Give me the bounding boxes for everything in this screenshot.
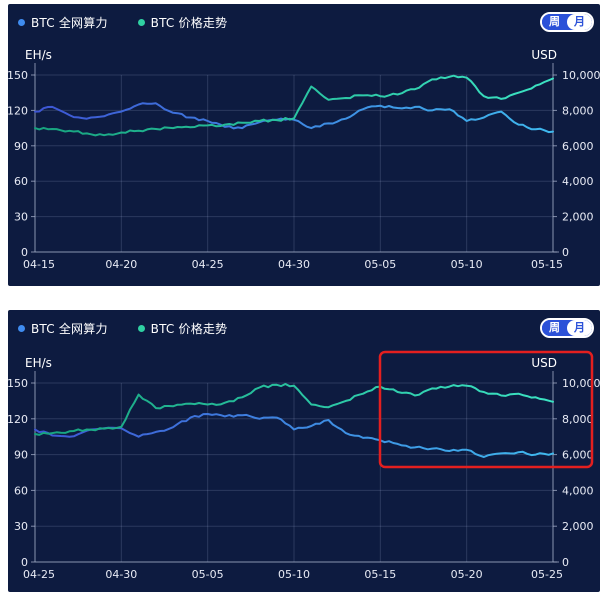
legend-dot-price-icon xyxy=(137,324,145,332)
svg-text:8,000: 8,000 xyxy=(562,104,594,117)
axis-tick-labels: 0 30 60 90 120 150 0 2,000 4,000 6,000 8,000 10,000… xyxy=(8,377,600,581)
svg-text:04-20: 04-20 xyxy=(105,258,137,271)
svg-text:8,000: 8,000 xyxy=(562,413,594,426)
svg-text:05-25: 05-25 xyxy=(531,568,563,581)
svg-text:USD: USD xyxy=(531,356,557,370)
svg-text:05-15: 05-15 xyxy=(364,568,396,581)
legend-label-hashrate: BTC 全网算力 xyxy=(31,15,108,30)
svg-text:EH/s: EH/s xyxy=(25,356,52,370)
hashrate-line xyxy=(34,413,554,458)
grid-lines xyxy=(34,74,554,253)
svg-text:150: 150 xyxy=(8,377,28,390)
svg-text:150: 150 xyxy=(8,69,28,82)
svg-text:90: 90 xyxy=(14,449,28,462)
hashrate-line xyxy=(34,102,554,134)
svg-text:10,000: 10,000 xyxy=(562,69,600,82)
legend-dot-price-icon xyxy=(137,18,145,26)
svg-text:30: 30 xyxy=(14,520,28,533)
svg-text:05-10: 05-10 xyxy=(451,258,483,271)
chart-header-bottom: BTC 全网算力 BTC 价格走势 周 月 xyxy=(8,310,600,340)
svg-text:0: 0 xyxy=(562,246,569,259)
svg-text:30: 30 xyxy=(14,211,28,224)
price-line xyxy=(34,74,554,137)
legend-item-price[interactable]: BTC 价格走势 xyxy=(137,14,228,31)
legend-item-hashrate[interactable]: BTC 全网算力 xyxy=(18,14,108,31)
svg-text:05-20: 05-20 xyxy=(451,568,483,581)
svg-text:0: 0 xyxy=(21,246,28,259)
toggle-week-button[interactable]: 周 xyxy=(542,320,567,336)
chart-card-top: BTC 全网算力 BTC 价格走势 周 月 0 30 60 90 120 150 0 2,00… xyxy=(8,4,600,286)
period-toggle-top: 周 月 xyxy=(540,12,594,32)
legend-label-price: BTC 价格走势 xyxy=(150,15,228,30)
svg-text:USD: USD xyxy=(531,48,557,62)
grid-lines xyxy=(34,382,554,563)
svg-text:2,000: 2,000 xyxy=(562,211,594,224)
legend-label-hashrate: BTC 全网算力 xyxy=(31,321,108,336)
svg-text:4,000: 4,000 xyxy=(562,175,594,188)
svg-text:60: 60 xyxy=(14,484,28,497)
svg-text:6,000: 6,000 xyxy=(562,449,594,462)
period-toggle-bottom: 周 月 xyxy=(540,318,594,338)
legend-item-hashrate[interactable]: BTC 全网算力 xyxy=(18,320,108,337)
legend-item-price[interactable]: BTC 价格走势 xyxy=(137,320,228,337)
svg-text:60: 60 xyxy=(14,175,28,188)
toggle-month-button[interactable]: 月 xyxy=(567,320,592,336)
svg-text:05-10: 05-10 xyxy=(278,568,310,581)
svg-text:120: 120 xyxy=(8,413,28,426)
svg-text:05-05: 05-05 xyxy=(364,258,396,271)
svg-text:05-15: 05-15 xyxy=(531,258,563,271)
svg-text:120: 120 xyxy=(8,104,28,117)
svg-text:2,000: 2,000 xyxy=(562,520,594,533)
svg-text:10,000: 10,000 xyxy=(562,377,600,390)
svg-text:90: 90 xyxy=(14,140,28,153)
chart-header-top: BTC 全网算力 BTC 价格走势 周 月 xyxy=(8,4,600,34)
axes xyxy=(31,63,559,253)
chart-canvas-top: 0 30 60 90 120 150 0 2,000 4,000 6,000 8,000 10,000… xyxy=(8,48,600,271)
axis-titles: EH/s USD xyxy=(25,356,557,370)
svg-text:6,000: 6,000 xyxy=(562,140,594,153)
highlight-rectangle xyxy=(378,350,594,469)
svg-text:0: 0 xyxy=(562,556,569,569)
toggle-month-button[interactable]: 月 xyxy=(567,14,592,30)
svg-text:04-15: 04-15 xyxy=(23,258,55,271)
legend-label-price: BTC 价格走势 xyxy=(150,321,228,336)
svg-text:4,000: 4,000 xyxy=(562,484,594,497)
svg-text:04-30: 04-30 xyxy=(105,568,137,581)
chart-card-bottom: BTC 全网算力 BTC 价格走势 周 月 0 30 60 90 120 150 0 2,00… xyxy=(8,310,600,592)
svg-text:05-05: 05-05 xyxy=(192,568,224,581)
axis-tick-labels: 0 30 60 90 120 150 0 2,000 4,000 6,000 8,000 10,000… xyxy=(8,69,600,271)
legend-dot-hashrate-icon xyxy=(18,324,25,332)
svg-text:EH/s: EH/s xyxy=(25,48,52,62)
axis-titles: EH/s USD xyxy=(25,48,557,62)
legend-dot-hashrate-icon xyxy=(18,18,25,26)
svg-text:04-30: 04-30 xyxy=(278,258,310,271)
svg-text:04-25: 04-25 xyxy=(23,568,55,581)
chart-canvas-bottom: 0 30 60 90 120 150 0 2,000 4,000 6,000 8,000 10,000… xyxy=(8,350,600,581)
price-line xyxy=(34,383,554,436)
toggle-week-button[interactable]: 周 xyxy=(542,14,567,30)
svg-text:04-25: 04-25 xyxy=(192,258,224,271)
svg-text:0: 0 xyxy=(21,556,28,569)
